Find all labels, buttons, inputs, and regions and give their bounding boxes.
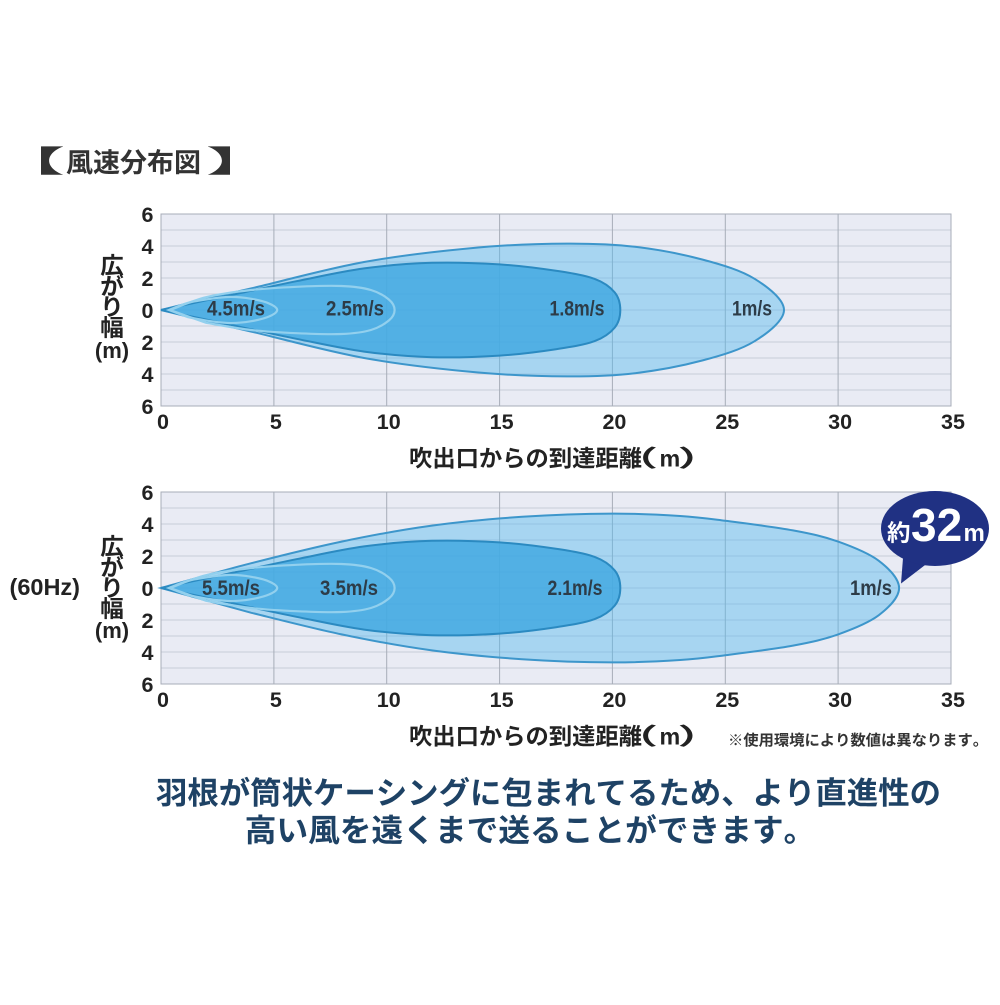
svg-text:2: 2 [142,545,154,569]
svg-text:25: 25 [715,688,739,712]
svg-text:25: 25 [715,410,739,434]
svg-text:10: 10 [377,688,401,712]
svg-text:10: 10 [377,410,401,434]
svg-text:5: 5 [270,410,282,434]
svg-text:0: 0 [142,577,154,601]
svg-text:1m/s: 1m/s [732,298,772,321]
svg-text:2: 2 [142,609,154,633]
svg-text:6: 6 [142,481,154,505]
svg-text:5.5m/s: 5.5m/s [202,577,260,600]
svg-text:15: 15 [490,688,514,712]
svg-text:4: 4 [142,363,154,387]
svg-text:5: 5 [270,688,282,712]
svg-text:6: 6 [142,203,154,227]
svg-text:1m/s: 1m/s [850,577,892,600]
svg-text:(60Hz): (60Hz) [10,574,81,600]
svg-text:2: 2 [142,331,154,355]
svg-text:15: 15 [490,410,514,434]
svg-text:3.5m/s: 3.5m/s [320,577,378,600]
svg-text:1.8m/s: 1.8m/s [550,298,605,321]
svg-text:4: 4 [142,641,154,665]
svg-text:32: 32 [911,499,962,551]
svg-text:0: 0 [157,410,169,434]
svg-text:35: 35 [941,688,965,712]
svg-text:20: 20 [602,410,626,434]
svg-text:2: 2 [142,267,154,291]
svg-text:6: 6 [142,673,154,697]
svg-text:4: 4 [142,513,154,537]
svg-text:4.5m/s: 4.5m/s [207,298,265,321]
svg-text:m: m [660,446,681,472]
svg-text:4: 4 [142,235,154,259]
svg-text:m: m [964,520,985,547]
svg-text:(m): (m) [95,338,129,363]
svg-text:2.1m/s: 2.1m/s [548,577,603,600]
svg-text:(m): (m) [95,618,129,643]
svg-text:30: 30 [828,688,852,712]
svg-text:35: 35 [941,410,965,434]
svg-text:2.5m/s: 2.5m/s [326,298,384,321]
svg-text:0: 0 [157,688,169,712]
svg-text:0: 0 [142,299,154,323]
svg-text:6: 6 [142,395,154,419]
svg-text:30: 30 [828,410,852,434]
svg-text:20: 20 [602,688,626,712]
